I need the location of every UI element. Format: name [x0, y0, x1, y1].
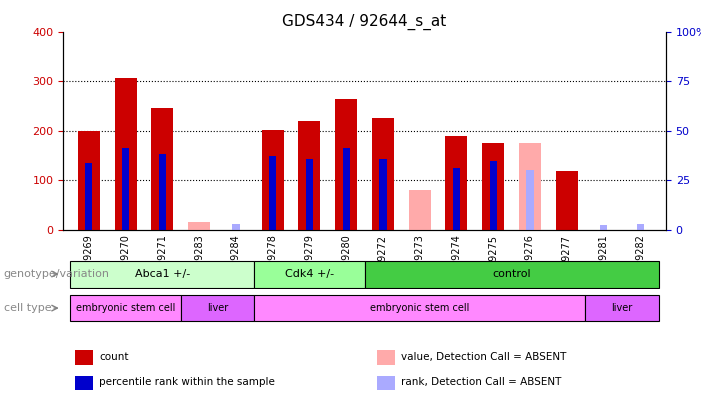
- Bar: [122, 148, 129, 230]
- Text: embryonic stem cell: embryonic stem cell: [76, 303, 175, 313]
- Bar: [409, 190, 430, 230]
- Bar: [376, 350, 395, 365]
- Title: GDS434 / 92644_s_at: GDS434 / 92644_s_at: [283, 14, 447, 30]
- Bar: [261, 129, 284, 230]
- Bar: [269, 156, 276, 230]
- Bar: [343, 148, 350, 230]
- Bar: [519, 143, 541, 230]
- Bar: [306, 159, 313, 230]
- Text: liver: liver: [207, 303, 228, 313]
- Bar: [637, 224, 644, 230]
- Text: value, Detection Call = ABSENT: value, Detection Call = ABSENT: [401, 352, 566, 362]
- Text: count: count: [100, 352, 129, 362]
- Bar: [600, 225, 607, 230]
- Text: liver: liver: [611, 303, 632, 313]
- Bar: [526, 170, 533, 230]
- Bar: [114, 78, 137, 230]
- Bar: [299, 121, 320, 230]
- Bar: [86, 163, 93, 230]
- FancyBboxPatch shape: [365, 261, 659, 287]
- Text: Abca1 +/-: Abca1 +/-: [135, 269, 190, 279]
- Bar: [372, 118, 394, 230]
- Text: rank, Detection Call = ABSENT: rank, Detection Call = ABSENT: [401, 377, 561, 387]
- Bar: [379, 159, 386, 230]
- Bar: [75, 350, 93, 365]
- FancyBboxPatch shape: [70, 261, 254, 287]
- Bar: [151, 108, 173, 230]
- FancyBboxPatch shape: [181, 295, 254, 321]
- Text: genotype/variation: genotype/variation: [4, 269, 109, 279]
- Bar: [556, 171, 578, 230]
- FancyBboxPatch shape: [254, 295, 585, 321]
- Text: Cdk4 +/-: Cdk4 +/-: [285, 269, 334, 279]
- FancyBboxPatch shape: [585, 295, 659, 321]
- Text: control: control: [492, 269, 531, 279]
- FancyBboxPatch shape: [254, 261, 365, 287]
- Bar: [335, 99, 358, 230]
- Text: cell type: cell type: [4, 303, 51, 313]
- Bar: [232, 224, 240, 230]
- Bar: [75, 376, 93, 390]
- Bar: [489, 162, 497, 230]
- Text: percentile rank within the sample: percentile rank within the sample: [100, 377, 275, 387]
- Bar: [482, 143, 504, 230]
- Bar: [445, 135, 468, 230]
- FancyBboxPatch shape: [70, 295, 181, 321]
- Bar: [188, 222, 210, 230]
- Bar: [158, 154, 166, 230]
- Text: embryonic stem cell: embryonic stem cell: [370, 303, 470, 313]
- Bar: [453, 168, 460, 230]
- Bar: [376, 376, 395, 390]
- Bar: [78, 131, 100, 230]
